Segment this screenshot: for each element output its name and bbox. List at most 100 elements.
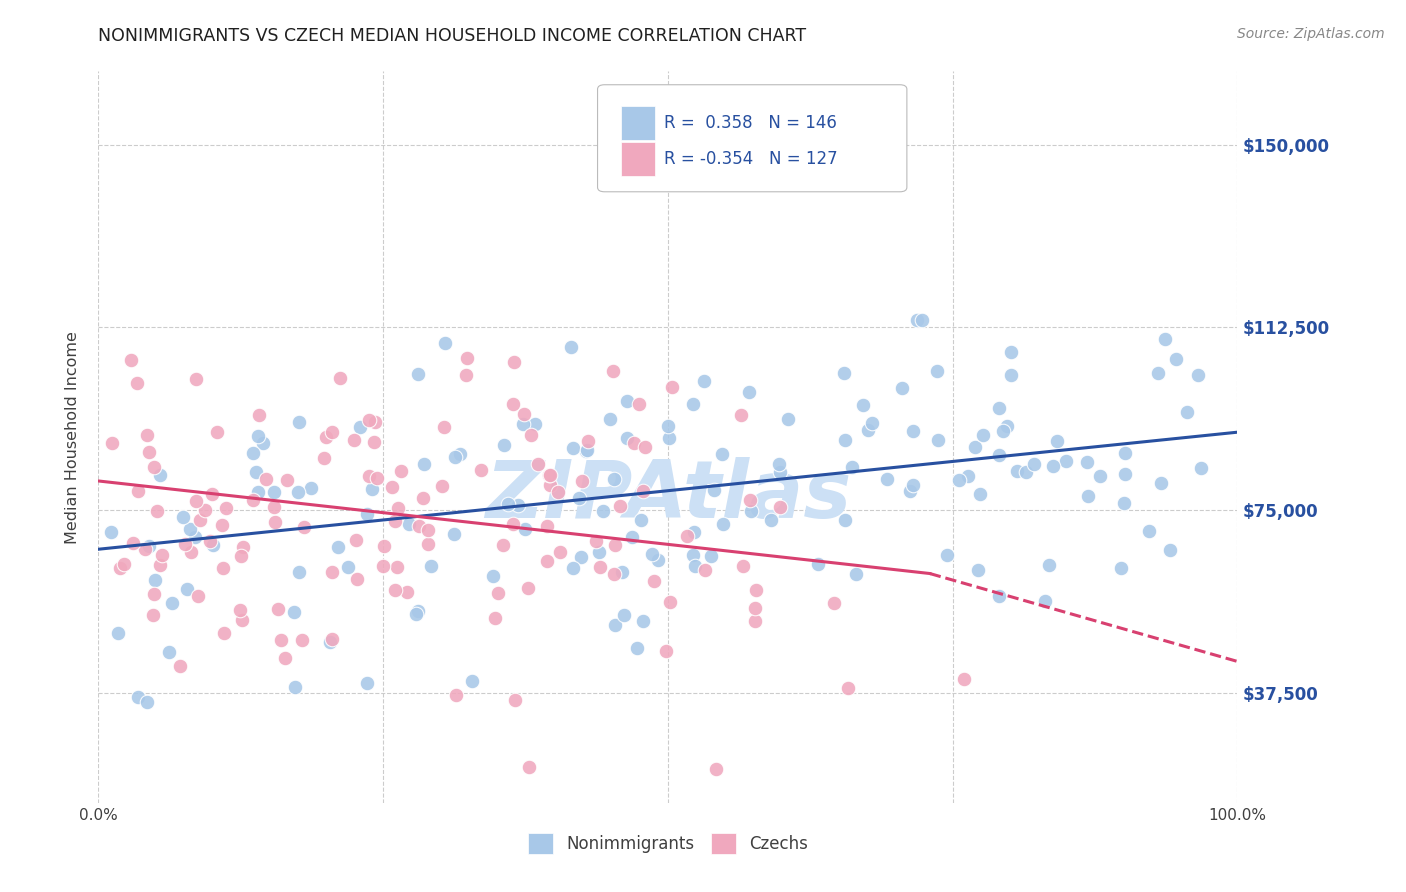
Point [291,633,314,648]
Point [492,438,515,452]
Point [503,693,526,707]
Point [194,503,217,517]
Point [1153,332,1175,346]
Point [585,534,607,549]
Point [834,433,856,447]
Point [683,558,706,573]
Point [520,428,543,442]
Point [405,607,427,621]
Point [1159,542,1181,557]
Point [588,544,610,558]
Point [1147,366,1170,380]
Point [647,553,669,567]
Point [834,513,856,527]
Point [769,500,792,514]
Point [630,513,652,527]
Point [408,604,430,618]
Point [215,500,238,515]
Point [561,441,583,455]
Point [120,353,142,368]
Point [169,658,191,673]
Point [107,626,129,640]
Point [101,435,124,450]
Point [1111,561,1133,575]
Point [160,596,183,610]
Point [502,355,524,369]
Point [136,427,159,442]
Point [149,558,172,573]
Point [146,503,169,517]
Point [856,423,879,437]
Point [443,527,465,541]
Point [523,417,546,432]
Point [344,533,367,547]
Point [186,494,208,508]
Point [321,632,343,647]
Point [519,760,541,774]
Point [143,586,166,600]
Point [1038,558,1060,573]
Point [612,566,634,580]
Point [658,595,681,609]
Point [988,401,1011,415]
Point [328,540,350,554]
Point [627,397,650,411]
Point [703,483,725,497]
Point [575,443,598,458]
Text: R =  0.358   N = 146: R = 0.358 N = 146 [664,114,837,132]
Point [972,427,994,442]
Point [247,408,270,422]
Point [547,485,569,500]
Point [631,483,654,498]
Point [112,557,135,571]
Point [179,522,201,536]
Point [384,582,406,597]
Point [413,457,436,471]
Point [740,504,762,518]
Point [346,572,368,586]
Point [1114,446,1136,460]
Point [364,415,387,429]
Point [356,507,378,521]
Point [1114,467,1136,481]
Point [359,468,381,483]
Point [1005,464,1028,478]
Point [138,445,160,459]
Point [283,605,305,619]
Point [108,561,131,575]
Point [778,411,800,425]
Point [508,498,530,512]
Point [432,479,454,493]
Point [675,529,697,543]
Point [948,473,970,487]
Point [336,559,359,574]
Point [1046,434,1069,449]
Point [100,524,122,539]
Point [1114,496,1136,510]
Point [486,586,509,600]
Point [172,510,194,524]
Point [536,554,558,568]
Point [229,549,252,563]
Point [157,645,180,659]
Point [515,522,537,536]
Point [267,602,290,616]
Point [343,433,366,447]
Point [761,513,783,527]
Point [274,651,297,665]
Text: Source: ZipAtlas.com: Source: ZipAtlas.com [1237,27,1385,41]
Point [969,487,991,501]
Point [589,559,612,574]
Point [408,519,430,533]
Point [449,447,471,461]
Point [456,368,478,382]
Point [1000,368,1022,382]
Point [149,468,172,483]
Point [683,524,706,539]
Point [416,537,439,551]
Point [398,516,420,531]
Point [127,690,149,705]
Point [631,614,654,628]
Point [263,500,285,514]
Point [321,566,343,580]
